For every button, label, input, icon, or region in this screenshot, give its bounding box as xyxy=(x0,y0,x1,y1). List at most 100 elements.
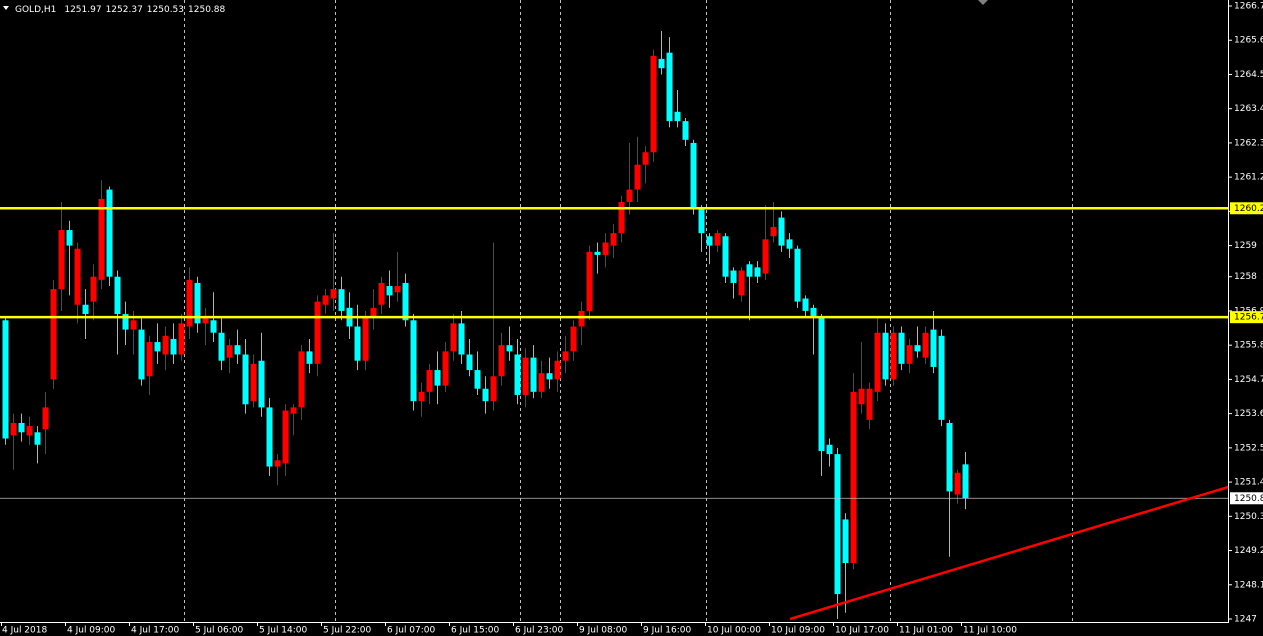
candle-body xyxy=(570,326,577,352)
x-tick-label: 5 Jul 22:00 xyxy=(323,626,372,636)
candle-body xyxy=(418,391,425,402)
candle-body xyxy=(298,351,305,408)
candle-body xyxy=(410,320,417,402)
level-tag xyxy=(1230,202,1263,215)
candle-body xyxy=(34,432,41,445)
candle-body xyxy=(770,226,777,237)
candle-body xyxy=(90,276,97,302)
x-tick-label: 10 Jul 00:00 xyxy=(707,626,761,636)
candle-body xyxy=(234,345,241,355)
x-tick-label: 10 Jul 09:00 xyxy=(771,626,825,636)
y-tick-label: 1253.6 xyxy=(1234,409,1263,419)
candle-body xyxy=(106,189,113,277)
candle-body xyxy=(314,301,321,364)
candle-body xyxy=(714,233,721,246)
candle-body xyxy=(170,338,177,355)
candle-body xyxy=(954,472,961,495)
x-tick-label: 4 Jul 09:00 xyxy=(67,626,116,636)
candle-body xyxy=(562,351,569,361)
candle-body xyxy=(162,335,169,355)
candle-body xyxy=(338,289,345,311)
candle-body xyxy=(762,239,769,274)
candle-body xyxy=(98,198,105,280)
candle-body xyxy=(666,52,673,122)
x-tick-label: 5 Jul 06:00 xyxy=(195,626,244,636)
candle-body xyxy=(506,345,513,352)
candle-body xyxy=(442,351,449,386)
candle-body xyxy=(378,282,385,305)
trendline xyxy=(789,485,1229,621)
candle-body xyxy=(730,270,737,283)
candle-body xyxy=(322,295,329,305)
candle-body xyxy=(466,354,473,371)
candle-body xyxy=(634,164,641,190)
candle-body xyxy=(914,345,921,352)
candle-body xyxy=(706,236,713,246)
candle-body xyxy=(130,320,137,330)
level-tag-label: 1256.7 xyxy=(1234,313,1263,323)
candle-body xyxy=(458,323,465,355)
candle-body xyxy=(42,407,49,430)
current-price-label: 1250.88 xyxy=(1234,494,1263,504)
candle-body xyxy=(218,332,225,361)
candle-body xyxy=(650,55,657,153)
candle-body xyxy=(906,345,913,364)
y-tick-label: 1255.8 xyxy=(1234,341,1263,351)
candle-body xyxy=(522,357,529,395)
candle-body xyxy=(258,360,265,408)
y-tick-label: 1252.5 xyxy=(1234,443,1263,453)
header-value: 1252.37 xyxy=(106,5,143,15)
candle-body xyxy=(514,354,521,395)
candle-body xyxy=(946,422,953,492)
candle-body xyxy=(674,111,681,122)
x-tick-label: 6 Jul 15:00 xyxy=(451,626,500,636)
candle-body xyxy=(898,332,905,364)
candle-body xyxy=(306,351,313,364)
x-tick-label: 6 Jul 23:00 xyxy=(515,626,564,636)
candle-body xyxy=(450,323,457,352)
candle-body xyxy=(850,391,857,563)
candle-body xyxy=(778,217,785,246)
candle-body xyxy=(858,388,865,405)
header-value: 1250.88 xyxy=(188,5,225,15)
candle-body xyxy=(890,332,897,380)
candle-body xyxy=(842,519,849,563)
candle-body xyxy=(546,373,553,380)
candle-body xyxy=(402,282,409,321)
candle-body xyxy=(226,345,233,358)
candle-body xyxy=(370,307,377,318)
candle-body xyxy=(210,320,217,333)
y-tick-label: 1254.7 xyxy=(1234,375,1263,385)
y-tick-label: 1262.3 xyxy=(1234,138,1263,148)
y-tick-label: 1249.2 xyxy=(1234,546,1263,556)
candle-body xyxy=(82,304,89,315)
shift-marker[interactable] xyxy=(978,0,988,5)
candle-body xyxy=(738,270,745,296)
candle-body xyxy=(154,342,161,352)
candle-body xyxy=(802,298,809,311)
candle-body xyxy=(138,329,145,380)
candle-body xyxy=(490,376,497,402)
candle-body xyxy=(602,242,609,255)
y-tick-label: 1248.1 xyxy=(1234,580,1263,590)
candle-body xyxy=(810,307,817,318)
y-tick-label: 1264.5 xyxy=(1234,70,1263,80)
candle-body xyxy=(930,329,937,367)
candle-body xyxy=(530,357,537,392)
candle-body xyxy=(594,251,601,255)
candle-body xyxy=(18,422,25,433)
candle-body xyxy=(682,121,689,140)
x-tick-label: 4 Jul 2018 xyxy=(2,626,47,636)
plot-area xyxy=(2,30,969,619)
menu-arrow[interactable] xyxy=(3,6,9,10)
candle-body xyxy=(882,332,889,380)
candle-body xyxy=(282,410,289,464)
y-tick-label: 1258 xyxy=(1234,272,1257,282)
candle-body xyxy=(394,286,401,293)
candle-body xyxy=(354,326,361,361)
candle-body xyxy=(194,282,201,324)
candle-body xyxy=(426,370,433,392)
candle-body xyxy=(362,317,369,361)
candle-body xyxy=(74,248,81,305)
